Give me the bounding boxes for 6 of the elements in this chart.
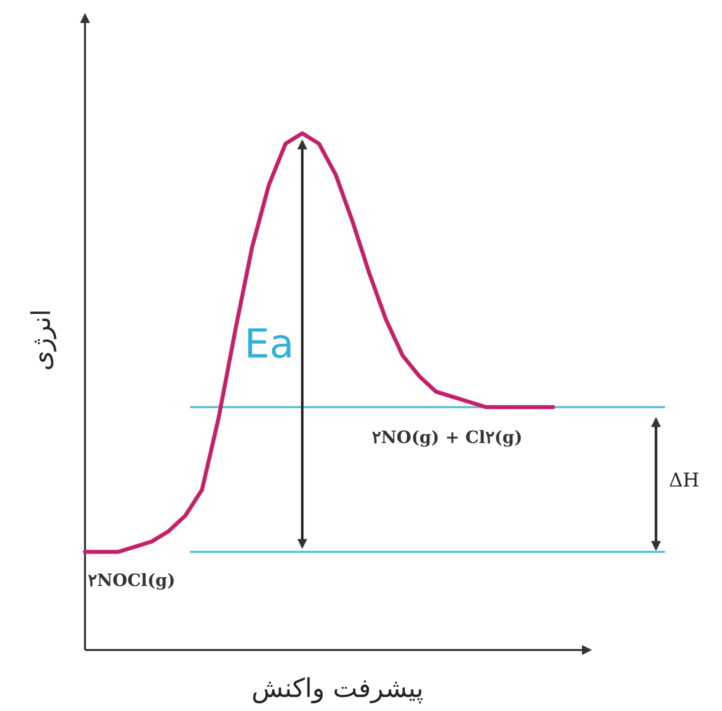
- x-axis-title: پیشرفت واکنش: [252, 674, 424, 704]
- annotation: ۲NO(g) + Cl۲(g): [372, 428, 522, 448]
- annotation: ۲NOCl(g): [88, 570, 176, 591]
- y-axis-title: انرژی: [27, 309, 57, 371]
- annotation: Ea: [244, 322, 294, 368]
- text: ΔH: [669, 470, 700, 492]
